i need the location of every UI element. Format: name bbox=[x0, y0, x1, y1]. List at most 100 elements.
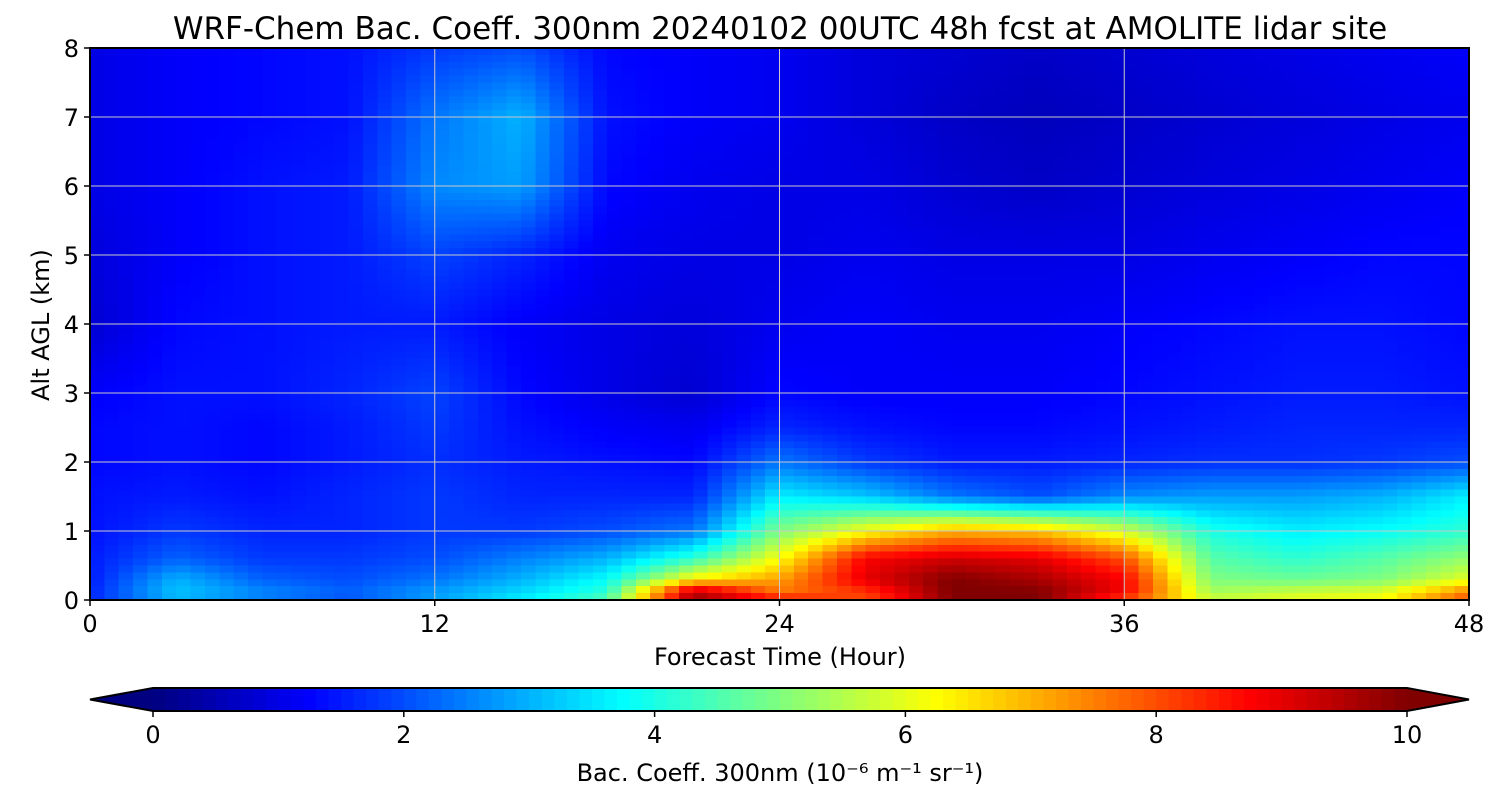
heatmap-cell bbox=[434, 268, 450, 277]
heatmap-cell bbox=[1167, 268, 1183, 277]
heatmap-cell bbox=[650, 151, 666, 159]
heatmap-cell bbox=[520, 372, 536, 380]
heatmap-cell bbox=[1210, 296, 1226, 304]
heatmap-cell bbox=[190, 54, 206, 63]
heatmap-cell bbox=[1310, 303, 1326, 311]
heatmap-cell bbox=[1181, 220, 1197, 228]
heatmap-cell bbox=[607, 89, 623, 97]
heatmap-cell bbox=[1152, 227, 1168, 235]
heatmap-cell bbox=[1196, 213, 1212, 222]
heatmap-cell bbox=[1224, 89, 1240, 97]
heatmap-cell bbox=[319, 386, 335, 394]
heatmap-cell bbox=[362, 117, 378, 125]
heatmap-cell bbox=[1411, 137, 1427, 146]
heatmap-cell bbox=[808, 199, 824, 208]
heatmap-cell bbox=[592, 379, 608, 387]
heatmap-cell bbox=[1181, 344, 1197, 353]
heatmap-cell bbox=[1411, 386, 1427, 394]
heatmap-cell bbox=[1224, 303, 1240, 311]
heatmap-cell bbox=[133, 123, 149, 132]
heatmap-cell bbox=[90, 96, 105, 104]
heatmap-cell bbox=[1253, 399, 1269, 408]
heatmap-cell bbox=[233, 330, 249, 339]
heatmap-cell bbox=[851, 241, 867, 249]
heatmap-cell bbox=[1411, 220, 1427, 228]
heatmap-cell bbox=[592, 303, 608, 311]
heatmap-cell bbox=[1425, 330, 1441, 339]
heatmap-cell bbox=[549, 192, 565, 201]
heatmap-cell bbox=[118, 48, 134, 56]
heatmap-cell bbox=[1339, 268, 1355, 277]
heatmap-cell bbox=[1038, 68, 1054, 77]
heatmap-cell bbox=[1138, 241, 1154, 249]
heatmap-cell bbox=[90, 137, 105, 146]
heatmap-cell bbox=[923, 365, 939, 373]
heatmap-cell bbox=[1124, 199, 1140, 208]
heatmap-cell bbox=[793, 123, 809, 132]
heatmap-cell bbox=[1325, 213, 1341, 222]
heatmap-cell bbox=[951, 82, 967, 90]
heatmap-cell bbox=[176, 289, 192, 297]
heatmap-cell bbox=[276, 351, 292, 360]
heatmap-cell bbox=[1282, 255, 1298, 263]
heatmap-cell bbox=[923, 144, 939, 153]
heatmap-cell bbox=[1224, 289, 1240, 297]
heatmap-cell bbox=[391, 317, 407, 325]
heatmap-cell bbox=[1052, 82, 1068, 90]
heatmap-cell bbox=[880, 330, 896, 339]
heatmap-cell bbox=[1339, 151, 1355, 159]
heatmap-cell bbox=[477, 275, 493, 284]
heatmap-cell bbox=[621, 192, 637, 201]
heatmap-cell bbox=[994, 344, 1010, 353]
heatmap-cell bbox=[549, 379, 565, 387]
heatmap-cell bbox=[765, 165, 781, 173]
heatmap-cell bbox=[420, 48, 436, 56]
heatmap-cell bbox=[1454, 234, 1470, 242]
heatmap-cell bbox=[463, 289, 479, 297]
heatmap-cell bbox=[851, 324, 867, 332]
heatmap-cell bbox=[851, 220, 867, 228]
heatmap-cell bbox=[1411, 172, 1427, 180]
heatmap-cell bbox=[1196, 75, 1212, 84]
heatmap-cell bbox=[621, 213, 637, 222]
heatmap-cell bbox=[564, 337, 579, 346]
heatmap-cell bbox=[1354, 386, 1370, 394]
heatmap-cell bbox=[865, 54, 881, 63]
heatmap-cell bbox=[836, 110, 852, 118]
heatmap-cell bbox=[506, 179, 522, 187]
heatmap-cell bbox=[1239, 82, 1255, 90]
heatmap-cell bbox=[248, 179, 263, 187]
heatmap-cell bbox=[520, 379, 536, 387]
heatmap-cell bbox=[736, 137, 752, 146]
heatmap-cell bbox=[1267, 137, 1283, 146]
heatmap-cell bbox=[980, 130, 996, 139]
heatmap-cell bbox=[923, 310, 939, 318]
heatmap-cell bbox=[1167, 82, 1183, 90]
heatmap-cell bbox=[334, 234, 350, 242]
heatmap-cell bbox=[262, 68, 278, 77]
heatmap-cell bbox=[291, 144, 307, 153]
heatmap-cell bbox=[635, 261, 651, 270]
heatmap-cell bbox=[1081, 179, 1097, 187]
heatmap-cell bbox=[1152, 324, 1168, 332]
heatmap-cell bbox=[1239, 289, 1255, 297]
heatmap-cell bbox=[1095, 303, 1111, 311]
heatmap-cell bbox=[1267, 393, 1283, 401]
heatmap-cell bbox=[822, 130, 838, 139]
heatmap-cell bbox=[449, 220, 465, 228]
heatmap-cell bbox=[319, 89, 335, 97]
heatmap-cell bbox=[1253, 393, 1269, 401]
heatmap-cell bbox=[147, 165, 163, 173]
heatmap-cell bbox=[1368, 255, 1384, 263]
heatmap-cell bbox=[966, 296, 982, 304]
heatmap-cell bbox=[147, 89, 163, 97]
heatmap-cell bbox=[923, 386, 939, 394]
heatmap-cell bbox=[1081, 351, 1097, 360]
heatmap-cell bbox=[722, 248, 737, 256]
heatmap-cell bbox=[1425, 303, 1441, 311]
heatmap-cell bbox=[1066, 192, 1082, 201]
heatmap-cell bbox=[722, 213, 737, 222]
heatmap-cell bbox=[650, 234, 666, 242]
heatmap-cell bbox=[434, 282, 450, 291]
heatmap-cell bbox=[808, 206, 824, 215]
